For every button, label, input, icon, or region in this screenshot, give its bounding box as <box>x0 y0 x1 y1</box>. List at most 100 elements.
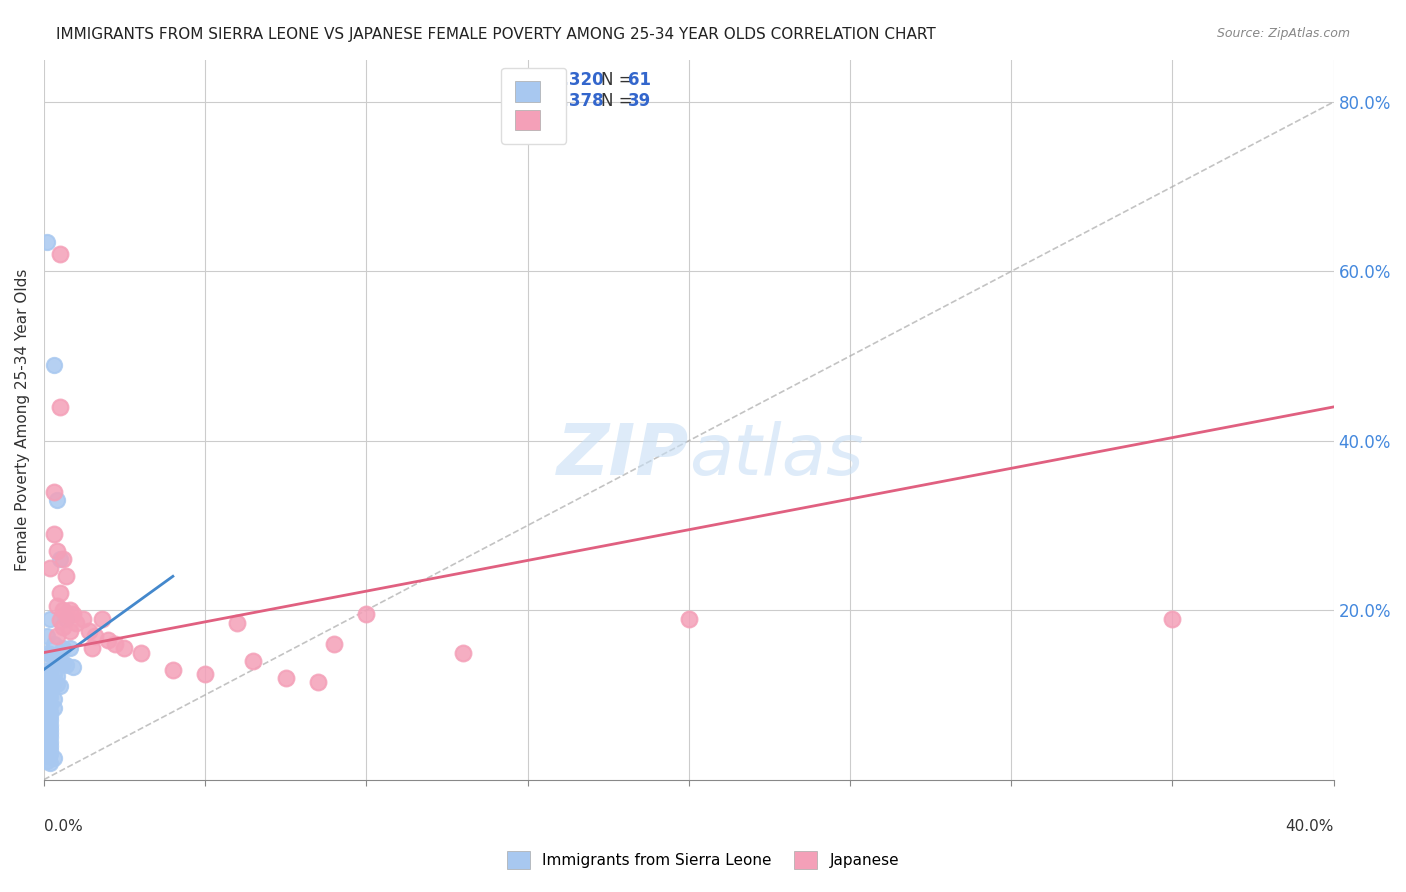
Point <box>39 747 62 762</box>
Point <box>39 561 62 575</box>
Point <box>45 677 67 691</box>
Point <box>323 637 346 651</box>
Point <box>52 641 75 656</box>
Point <box>42 692 65 706</box>
Point <box>45 669 67 683</box>
Legend: Immigrants from Sierra Leone, Japanese: Immigrants from Sierra Leone, Japanese <box>501 845 905 875</box>
Point <box>42 358 65 372</box>
Text: ZIP: ZIP <box>557 421 689 490</box>
Text: N =: N = <box>600 93 638 111</box>
Point <box>39 714 62 728</box>
Point <box>42 666 65 681</box>
Point <box>39 726 62 740</box>
Point <box>42 700 65 714</box>
Point <box>42 527 65 541</box>
Point <box>39 690 62 704</box>
Point <box>37 740 59 755</box>
Point <box>49 654 72 668</box>
Point <box>37 688 59 702</box>
Point <box>37 703 59 717</box>
Text: 61: 61 <box>628 70 651 89</box>
Point <box>72 612 94 626</box>
Point <box>62 660 84 674</box>
Point <box>52 552 75 566</box>
Point <box>39 717 62 731</box>
Point <box>97 632 120 647</box>
Point <box>49 400 72 414</box>
Point <box>49 613 72 627</box>
Point <box>37 671 59 685</box>
Point <box>49 247 72 261</box>
Point <box>82 641 104 656</box>
Text: 0.0%: 0.0% <box>44 819 83 834</box>
Point <box>49 552 72 566</box>
Point <box>678 612 700 626</box>
Point <box>39 722 62 736</box>
Point <box>39 709 62 723</box>
Point <box>55 658 77 673</box>
Point <box>39 734 62 748</box>
Point <box>37 723 59 738</box>
Point <box>42 484 65 499</box>
Point <box>39 739 62 753</box>
Point <box>59 603 82 617</box>
Point <box>226 615 249 630</box>
Point <box>37 712 59 726</box>
Text: N =: N = <box>600 70 638 89</box>
Point <box>39 705 62 719</box>
Point <box>242 654 264 668</box>
Point <box>37 663 59 677</box>
Point <box>37 736 59 750</box>
Point <box>37 235 59 249</box>
Point <box>37 748 59 763</box>
Text: R =: R = <box>515 70 551 89</box>
Point <box>1161 612 1184 626</box>
Point <box>39 743 62 757</box>
Text: atlas: atlas <box>689 421 863 490</box>
Point <box>42 637 65 651</box>
Text: 39: 39 <box>628 93 651 111</box>
Point <box>55 612 77 626</box>
Point <box>49 680 72 694</box>
Point <box>37 646 59 660</box>
Point <box>49 586 72 600</box>
Text: 40.0%: 40.0% <box>1285 819 1334 834</box>
Point <box>39 683 62 698</box>
Point <box>37 629 59 643</box>
Point <box>52 603 75 617</box>
Point <box>84 629 107 643</box>
Point <box>55 569 77 583</box>
Point <box>52 620 75 634</box>
Point <box>42 649 65 664</box>
Point <box>37 714 59 729</box>
Point <box>59 641 82 656</box>
Point <box>162 663 184 677</box>
Point <box>451 646 474 660</box>
Point <box>42 675 65 690</box>
Text: IMMIGRANTS FROM SIERRA LEONE VS JAPANESE FEMALE POVERTY AMONG 25-34 YEAR OLDS CO: IMMIGRANTS FROM SIERRA LEONE VS JAPANESE… <box>56 27 936 42</box>
Text: R =: R = <box>515 93 551 111</box>
Point <box>39 698 62 712</box>
Point <box>114 641 136 656</box>
Text: 0.378: 0.378 <box>551 93 603 111</box>
Point <box>37 731 59 746</box>
Point <box>55 607 77 622</box>
Point <box>45 493 67 508</box>
Point <box>39 647 62 661</box>
Point <box>39 612 62 626</box>
Point <box>90 612 112 626</box>
Point <box>307 675 329 690</box>
Text: 0.320: 0.320 <box>551 70 603 89</box>
Point <box>39 664 62 678</box>
Point <box>42 751 65 765</box>
Point <box>37 720 59 734</box>
Point <box>45 629 67 643</box>
Point <box>62 607 84 622</box>
Point <box>37 706 59 721</box>
Point <box>39 673 62 687</box>
Point <box>194 666 217 681</box>
Point <box>356 607 378 622</box>
Point <box>39 731 62 745</box>
Point <box>37 754 59 768</box>
Point <box>59 624 82 639</box>
